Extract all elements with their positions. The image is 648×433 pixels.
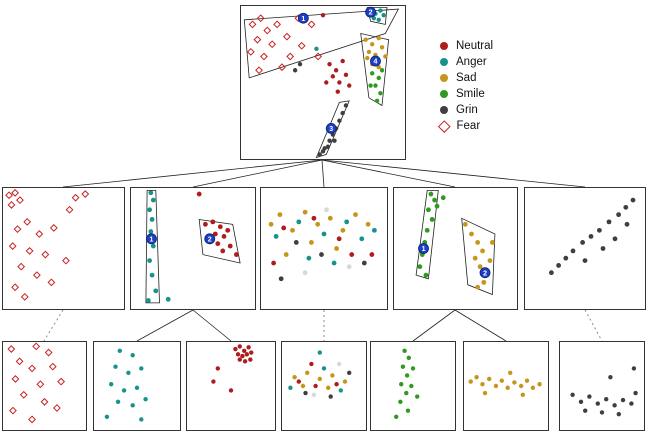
scatter-panel-smile-leaf [370,341,456,431]
scatter-panel-mixed-cluster [260,187,388,310]
scatter-panel-root: 1 2 4 3 [240,5,406,160]
scatter-panel-grin-leaf [559,341,645,431]
legend-label: Grin [456,104,478,116]
smile-marker-icon [440,90,448,98]
scatter-panel-sad-leaf [463,341,549,431]
svg-text:1: 1 [150,236,154,243]
svg-text:1: 1 [422,246,426,253]
legend-entry-neutral: Neutral [440,38,493,54]
legend-entry-grin: Grin [440,102,493,118]
anger-marker-icon [440,58,448,66]
scatter-panel-fear-leaf [2,341,87,431]
svg-text:2: 2 [483,270,487,277]
svg-text:2: 2 [369,10,373,17]
legend-label: Neutral [456,40,494,52]
grin-marker-icon [440,106,448,114]
svg-text:1: 1 [301,16,305,23]
sad-marker-icon [440,74,448,82]
svg-text:4: 4 [374,59,378,66]
legend-label: Sad [456,72,477,84]
scatter-panel-anger-leaf [93,341,181,431]
legend-label: Fear [456,120,481,132]
legend-entry-smile: Smile [440,86,493,102]
neutral-marker-icon [440,42,448,50]
legend-entry-sad: Sad [440,70,493,86]
legend-entry-anger: Anger [440,54,493,70]
svg-text:2: 2 [208,236,212,243]
scatter-panel-fear-cluster [2,187,125,310]
legend-entry-fear: Fear [438,118,493,134]
fear-marker-icon [438,119,451,133]
legend-label: Smile [456,88,485,100]
svg-text:3: 3 [329,126,333,133]
legend-label: Anger [456,56,487,68]
scatter-panel-grin-cluster [524,187,646,310]
scatter-panel-mixed-leaf [281,341,367,431]
scatter-panel-neutral-leaf [186,341,276,431]
legend: Neutral Anger Sad Smile Grin Fear [438,38,493,134]
